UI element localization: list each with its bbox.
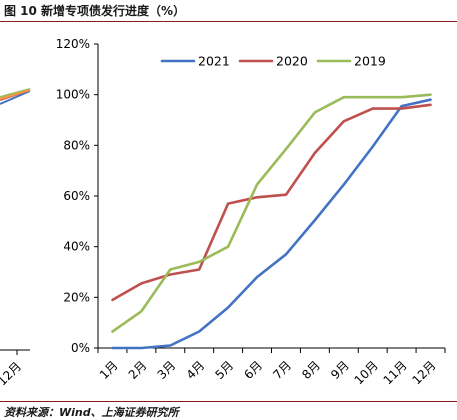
x-tick-label: 2月: [126, 358, 150, 382]
x-tick-label: 5月: [212, 358, 236, 382]
x-tick-label: 4月: [184, 358, 208, 382]
x-tick-label: 7月: [270, 358, 294, 382]
x-axis-ticks: 1月 2月 3月 4月 5月 6月 7月 8月 9月 10月 11月 12月: [97, 348, 446, 387]
legend-label-2019: 2019: [354, 54, 386, 69]
x-tick-label: 1月: [97, 358, 121, 382]
x-tick-label: 12月: [409, 358, 438, 387]
neighbor-chart-fragment: 12月: [0, 88, 31, 388]
legend-label-2020: 2020: [276, 54, 308, 69]
y-tick-label: 20%: [63, 290, 90, 304]
y-axis-ticks: 0% 20% 40% 60% 80% 100% 120%: [56, 37, 98, 355]
neighbor-line-blue: [0, 90, 31, 105]
x-tick-label: 3月: [155, 358, 179, 382]
y-tick-label: 40%: [63, 240, 90, 254]
x-tick-label: 10月: [352, 358, 381, 387]
title-divider: [0, 21, 457, 22]
series-line-2021: [111, 98, 432, 350]
x-tick-label: 11月: [381, 358, 410, 387]
source-divider: [0, 401, 457, 402]
legend-label-2021: 2021: [198, 54, 230, 69]
x-tick-label: 9月: [328, 358, 352, 382]
x-tick-label: 6月: [241, 358, 265, 382]
figure-title: 图 10 新增专项债发行进度（%）: [4, 4, 186, 18]
y-tick-label: 100%: [56, 88, 90, 102]
chart-legend: 2021 2020 2019: [160, 54, 386, 69]
source-note: 资料来源：Wind、上海证券研究所: [4, 406, 179, 419]
y-tick-label: 60%: [63, 189, 90, 203]
neighbor-line-orange: [0, 89, 31, 100]
series-lines: [111, 93, 432, 350]
y-tick-label: 120%: [56, 37, 90, 51]
y-tick-label: 80%: [63, 138, 90, 152]
neighbor-tick-label: 12月: [0, 359, 24, 388]
x-tick-label: 8月: [299, 358, 323, 382]
y-tick-label: 0%: [71, 341, 90, 355]
neighbor-line-green: [0, 88, 31, 98]
series-line-2019: [111, 93, 432, 333]
